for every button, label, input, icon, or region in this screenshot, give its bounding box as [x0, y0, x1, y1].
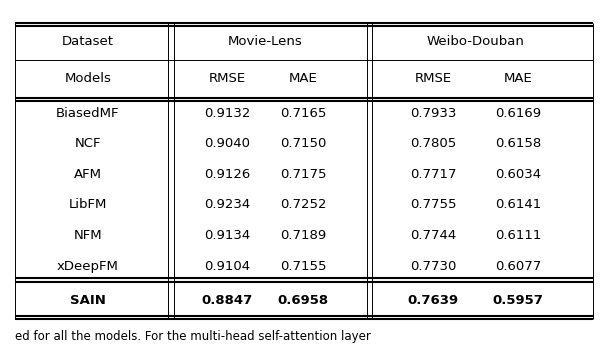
Text: Movie-Lens: Movie-Lens [228, 35, 302, 48]
Text: SAIN: SAIN [70, 294, 106, 307]
Text: 0.9134: 0.9134 [204, 229, 250, 242]
Text: 0.6034: 0.6034 [495, 168, 541, 181]
Text: LibFM: LibFM [68, 198, 107, 212]
Text: 0.7155: 0.7155 [280, 260, 326, 273]
Text: 0.7189: 0.7189 [280, 229, 326, 242]
Text: 0.7755: 0.7755 [410, 198, 456, 212]
Text: ed for all the models. For the multi-head self-attention layer: ed for all the models. For the multi-hea… [15, 330, 371, 342]
Text: 0.7933: 0.7933 [410, 106, 456, 120]
Text: BiasedMF: BiasedMF [56, 106, 119, 120]
Text: 0.8847: 0.8847 [202, 294, 253, 307]
Text: 0.7639: 0.7639 [408, 294, 459, 307]
Text: 0.9104: 0.9104 [204, 260, 250, 273]
Text: 0.7730: 0.7730 [410, 260, 456, 273]
Text: RMSE: RMSE [208, 72, 246, 86]
Text: 0.7717: 0.7717 [410, 168, 456, 181]
Text: NCF: NCF [75, 137, 101, 150]
Text: MAE: MAE [504, 72, 533, 86]
Text: 0.6958: 0.6958 [278, 294, 328, 307]
Text: 0.6169: 0.6169 [495, 106, 541, 120]
Text: 0.7175: 0.7175 [280, 168, 326, 181]
Text: 0.5957: 0.5957 [493, 294, 544, 307]
Text: Dataset: Dataset [62, 35, 114, 48]
Text: 0.9132: 0.9132 [204, 106, 250, 120]
Text: NFM: NFM [73, 229, 102, 242]
Text: 0.7744: 0.7744 [410, 229, 456, 242]
Text: xDeepFM: xDeepFM [57, 260, 119, 273]
Text: 0.6158: 0.6158 [495, 137, 541, 150]
Text: AFM: AFM [74, 168, 102, 181]
Text: 0.6077: 0.6077 [495, 260, 541, 273]
Text: 0.7805: 0.7805 [410, 137, 456, 150]
Text: RMSE: RMSE [415, 72, 452, 86]
Text: 0.6111: 0.6111 [495, 229, 541, 242]
Text: 0.7252: 0.7252 [280, 198, 326, 212]
Text: 0.7165: 0.7165 [280, 106, 326, 120]
Text: Weibo-Douban: Weibo-Douban [427, 35, 525, 48]
Text: 0.9234: 0.9234 [204, 198, 250, 212]
Text: MAE: MAE [288, 72, 318, 86]
Text: 0.9126: 0.9126 [204, 168, 250, 181]
Text: 0.7150: 0.7150 [280, 137, 326, 150]
Text: 0.6141: 0.6141 [495, 198, 541, 212]
Text: 0.9040: 0.9040 [204, 137, 250, 150]
Text: Models: Models [64, 72, 112, 86]
